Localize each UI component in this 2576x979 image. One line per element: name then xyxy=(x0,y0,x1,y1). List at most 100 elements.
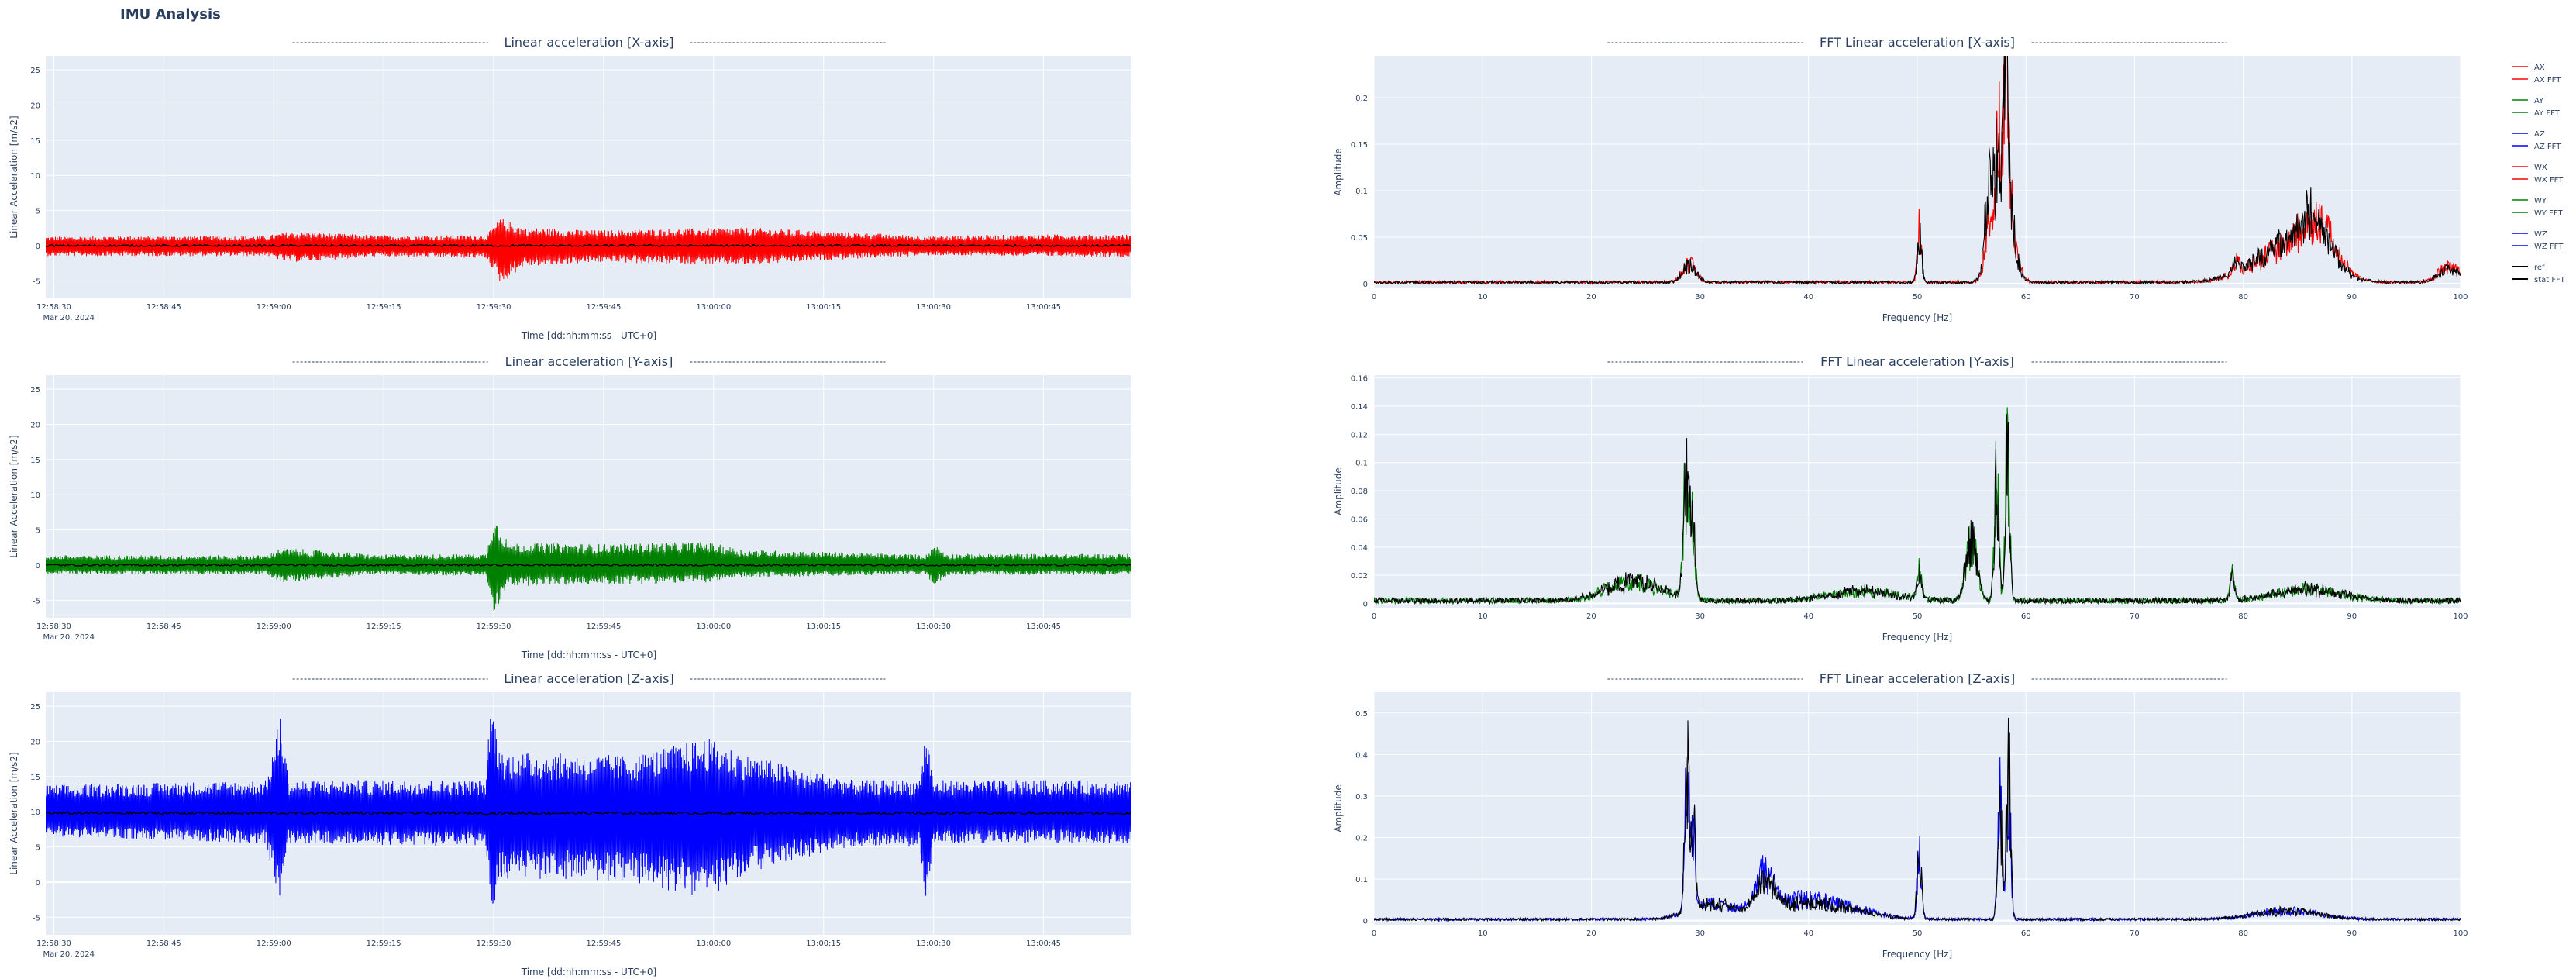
legend-label: AX FFT xyxy=(2534,76,2561,84)
plot-area xyxy=(46,56,1131,298)
y-tick-label: 0.12 xyxy=(1351,431,1368,440)
y-tick-label: 0 xyxy=(36,243,40,251)
y-axis-label: Linear Acceleration [m/s2] xyxy=(9,752,19,874)
y-tick-label: -5 xyxy=(33,277,40,286)
y-tick-label: 0 xyxy=(1363,601,1368,609)
x-tick-label: 13:00:15 xyxy=(806,622,841,631)
x-tick-label: 12:58:30 xyxy=(36,939,71,948)
x-tick-label: 12:59:00 xyxy=(257,303,291,312)
y-tick-label: 0.04 xyxy=(1351,544,1368,553)
x-tick-label: 50 xyxy=(1913,929,1923,938)
legend-label: AZ xyxy=(2534,130,2545,139)
y-tick-label: 25 xyxy=(30,67,40,75)
legend-label: WZ FFT xyxy=(2534,243,2564,251)
x-tick-label: 20 xyxy=(1586,293,1596,302)
y-tick-label: 15 xyxy=(30,774,40,782)
x-tick-label: 13:00:45 xyxy=(1026,622,1061,631)
x-tick-label: 0 xyxy=(1372,293,1376,302)
y-tick-label: 0.5 xyxy=(1355,710,1368,719)
series-group xyxy=(46,719,1131,904)
x-tick-label: 13:00:00 xyxy=(696,303,731,312)
y-tick-label: 20 xyxy=(30,102,40,111)
y-tick-label: 0.2 xyxy=(1355,95,1368,103)
x-tick-label: 80 xyxy=(2238,293,2248,302)
chart-title: FFT Linear acceleration [X-axis] xyxy=(1820,35,2015,50)
chart-panel-4: 0 10 20 30 40 50 60 70 80 90 100 0 0.05 0.1 0.15 0.2 Fre… xyxy=(1333,35,2468,323)
x-tick-label: 80 xyxy=(2238,929,2248,938)
y-tick-label: 0.1 xyxy=(1355,188,1368,196)
legend-label: WY FFT xyxy=(2534,209,2564,218)
x-tick-label: 10 xyxy=(1478,293,1488,302)
y-tick-label: 25 xyxy=(30,703,40,712)
x-tick-label: 10 xyxy=(1478,929,1488,938)
y-tick-label: 25 xyxy=(30,386,40,395)
y-tick-label: 0.2 xyxy=(1355,835,1368,843)
x-tick-label: 13:00:45 xyxy=(1026,939,1061,948)
y-tick-label: 0.08 xyxy=(1351,488,1368,496)
y-tick-label: 0 xyxy=(1363,918,1368,926)
x-tick-label: 12:59:15 xyxy=(367,622,401,631)
x-tick-label: 12:59:30 xyxy=(477,622,511,631)
chart-title: Linear acceleration [Y-axis] xyxy=(505,354,673,369)
x-tick-label: 40 xyxy=(1803,293,1813,302)
series-ay xyxy=(46,526,1131,611)
x-tick-label: 90 xyxy=(2347,612,2357,621)
x-tick-label: 30 xyxy=(1695,612,1705,621)
x-date-label: Mar 20, 2024 xyxy=(43,314,95,322)
x-tick-label: 100 xyxy=(2453,612,2468,621)
x-tick-label: 12:59:45 xyxy=(586,939,621,948)
y-tick-label: 20 xyxy=(30,422,40,430)
x-tick-label: 0 xyxy=(1372,612,1376,621)
chart-title: Linear acceleration [Z-axis] xyxy=(504,671,673,686)
series-stat-fft xyxy=(1374,717,2461,922)
legend-label: WY xyxy=(2534,197,2547,205)
y-tick-label: 0 xyxy=(36,879,40,888)
chart-panel-2: 12:58:30 12:58:45 12:59:00 12:59:15 12:59:30… xyxy=(9,354,1131,660)
x-tick-label: 30 xyxy=(1695,293,1705,302)
legend-label: AX xyxy=(2534,64,2545,72)
x-tick-label: 20 xyxy=(1586,612,1596,621)
x-tick-label: 12:59:45 xyxy=(586,303,621,312)
x-tick-label: 50 xyxy=(1913,293,1923,302)
x-tick-label: 40 xyxy=(1803,929,1813,938)
legend-label: WZ xyxy=(2534,230,2547,239)
x-tick-label: 70 xyxy=(2130,929,2140,938)
y-tick-label: 0.1 xyxy=(1355,460,1368,468)
series-group xyxy=(1374,717,2461,922)
legend-label: WX FFT xyxy=(2534,176,2564,184)
x-tick-label: 40 xyxy=(1803,612,1813,621)
series-ax xyxy=(46,219,1131,281)
x-tick-label: 80 xyxy=(2238,612,2248,621)
page-title: IMU Analysis xyxy=(120,6,221,22)
x-tick-label: 100 xyxy=(2453,929,2468,938)
y-tick-label: 20 xyxy=(30,739,40,747)
x-axis-label: Frequency [Hz] xyxy=(1882,312,1953,323)
x-tick-label: 70 xyxy=(2130,612,2140,621)
y-tick-label: 0 xyxy=(36,562,40,571)
y-tick-label: 10 xyxy=(30,491,40,500)
series-ref xyxy=(46,811,1131,816)
y-tick-label: 5 xyxy=(36,844,40,853)
chart-title: FFT Linear acceleration [Y-axis] xyxy=(1820,354,2014,369)
x-axis-label: Frequency [Hz] xyxy=(1882,632,1953,643)
x-tick-label: 12:59:15 xyxy=(367,303,401,312)
y-axis-label: Linear Acceleration [m/s2] xyxy=(9,115,19,238)
series-ref xyxy=(46,243,1131,248)
y-tick-label: 0.16 xyxy=(1351,375,1368,384)
y-tick-label: -5 xyxy=(33,597,40,605)
x-tick-label: 13:00:30 xyxy=(916,622,951,631)
series-group xyxy=(46,219,1131,281)
y-tick-label: 0 xyxy=(1363,281,1368,289)
x-tick-label: 30 xyxy=(1695,929,1705,938)
x-tick-label: 12:58:45 xyxy=(146,622,181,631)
x-axis-label: Frequency [Hz] xyxy=(1882,949,1953,960)
legend-label: stat FFT xyxy=(2534,276,2566,284)
legend-label: ref xyxy=(2534,264,2545,272)
x-tick-label: 13:00:30 xyxy=(916,303,951,312)
x-tick-label: 50 xyxy=(1913,612,1923,621)
chart-title: Linear acceleration [X-axis] xyxy=(505,35,674,50)
series-group xyxy=(46,526,1131,611)
x-tick-label: 60 xyxy=(2021,612,2031,621)
chart-title: FFT Linear acceleration [Z-axis] xyxy=(1820,671,2015,686)
